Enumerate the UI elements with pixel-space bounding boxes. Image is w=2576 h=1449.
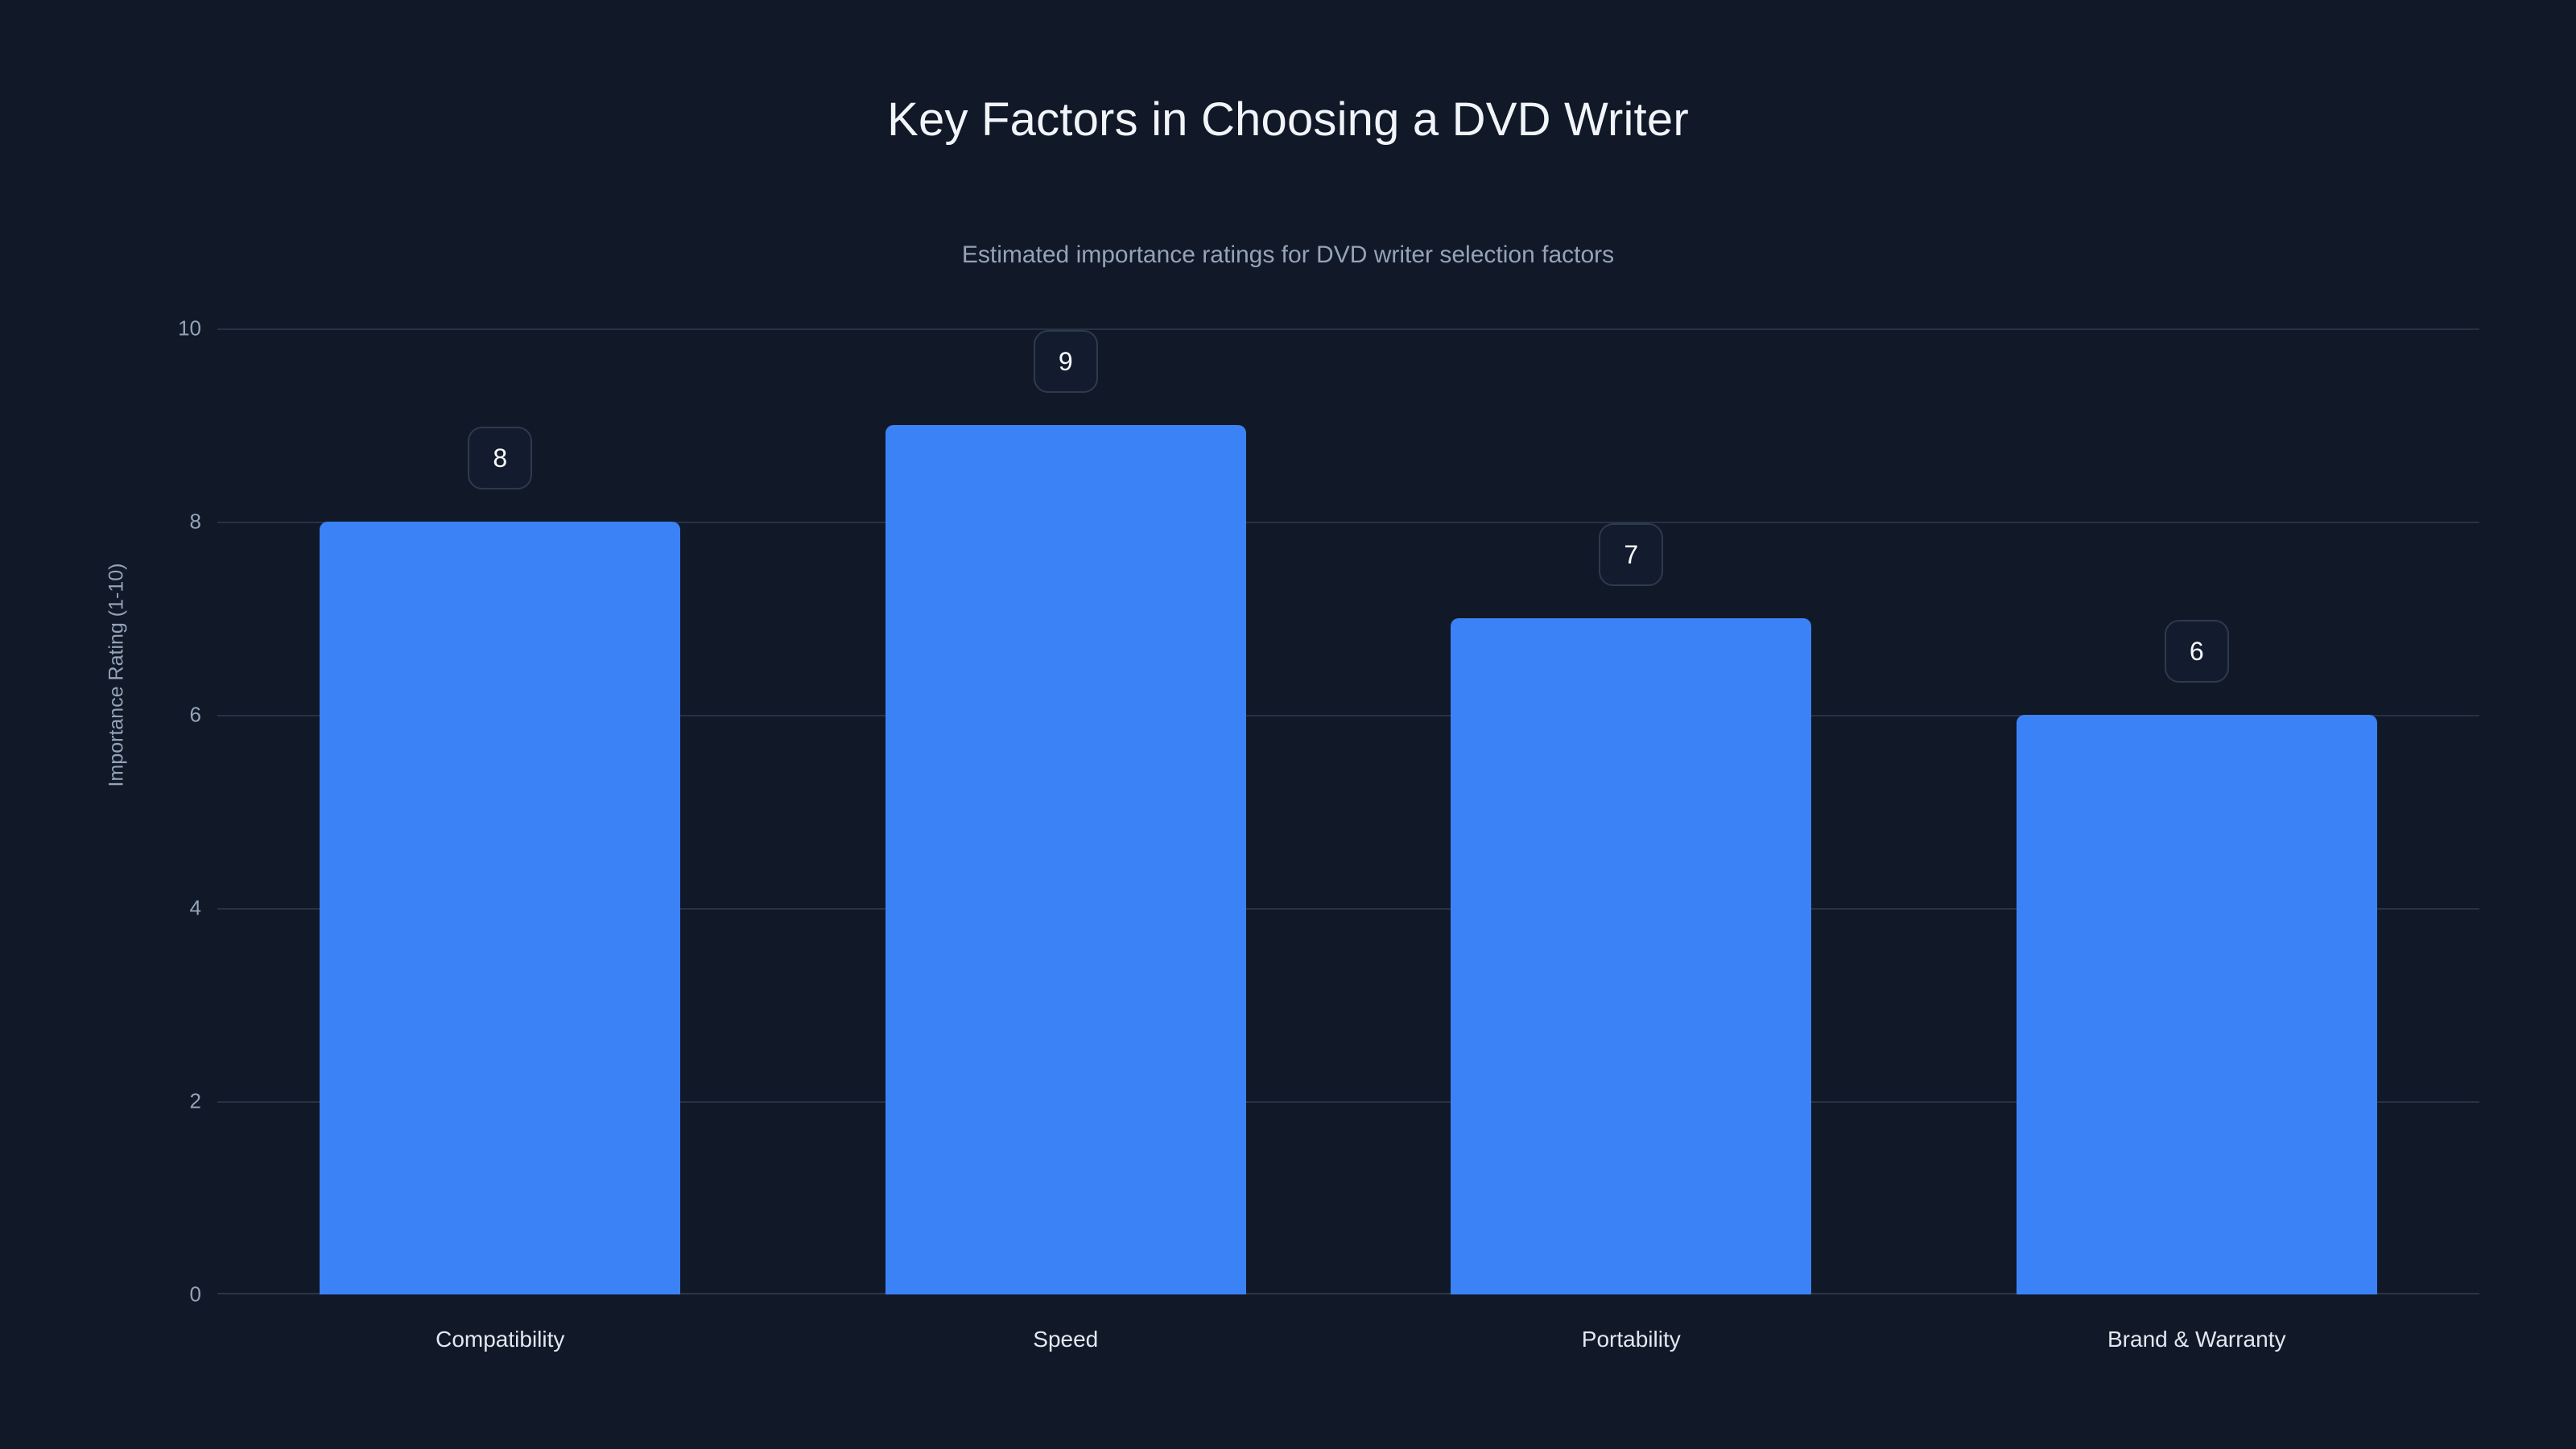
- x-axis-category-label: Compatibility: [436, 1327, 565, 1352]
- gridline: [217, 328, 2479, 330]
- gridline: [217, 522, 2479, 523]
- y-axis-tick-label: 6: [189, 702, 201, 727]
- x-axis-category-label: Portability: [1581, 1327, 1681, 1352]
- plot-area: [217, 328, 2479, 1294]
- bar-brand-warranty[interactable]: [2016, 715, 2377, 1294]
- y-axis-title-wrap: Importance Rating (1-10): [105, 564, 128, 787]
- chart-subtitle: Estimated importance ratings for DVD wri…: [961, 242, 1615, 268]
- bar-portability[interactable]: [1451, 618, 1812, 1294]
- bar-value-label: 6: [2164, 620, 2229, 683]
- gridline: [217, 908, 2479, 910]
- y-axis-tick-label: 2: [189, 1088, 201, 1113]
- gridline: [217, 715, 2479, 716]
- y-axis-tick-label: 4: [189, 895, 201, 920]
- x-axis-baseline: [217, 1293, 2479, 1294]
- y-axis-title: Importance Rating (1-10): [105, 563, 128, 787]
- bar-value-label: 8: [468, 427, 533, 489]
- x-axis-category-label: Brand & Warranty: [2107, 1327, 2286, 1352]
- bar-compatibility[interactable]: [320, 522, 681, 1294]
- bar-value-label: 9: [1033, 330, 1098, 393]
- bar-speed[interactable]: [885, 425, 1246, 1294]
- x-axis-category-label: Speed: [1033, 1327, 1099, 1352]
- gridline: [217, 1101, 2479, 1103]
- chart-title: Key Factors in Choosing a DVD Writer: [887, 93, 1689, 146]
- y-axis-tick-label: 10: [178, 316, 201, 341]
- bar-value-label: 7: [1599, 523, 1664, 586]
- y-axis-tick-label: 8: [189, 509, 201, 534]
- y-axis-tick-label: 0: [189, 1282, 201, 1307]
